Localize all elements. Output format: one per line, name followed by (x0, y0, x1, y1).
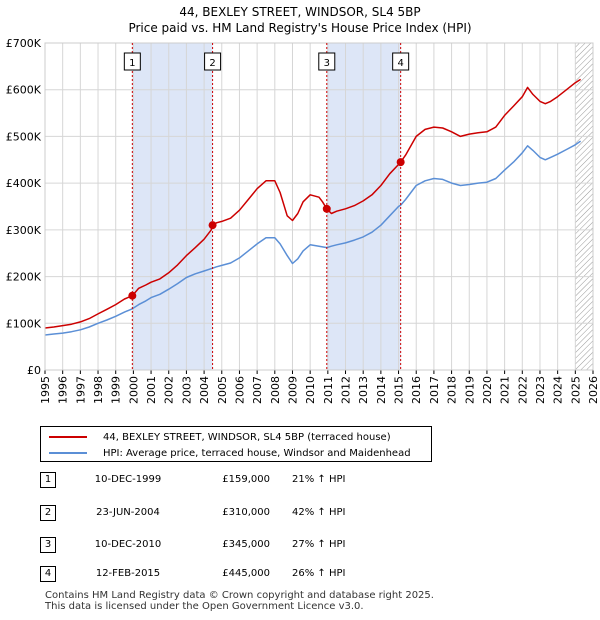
x-tick-label: 2004 (198, 376, 211, 404)
x-tick-label: 2005 (216, 376, 229, 404)
shaded-period (326, 43, 401, 370)
x-tick-label: 2025 (569, 376, 582, 404)
sale-row: 3 10-DEC-2010 £345,000 27% ↑ HPI (40, 537, 440, 555)
sale-hpi-change: 21% ↑ HPI (292, 474, 346, 485)
sale-marker-label: 3 (324, 58, 330, 69)
legend: 44, BEXLEY STREET, WINDSOR, SL4 5BP (ter… (40, 426, 432, 462)
x-tick-label: 2010 (304, 376, 317, 404)
x-tick-label: 2001 (145, 376, 158, 404)
sale-number-badge: 3 (40, 537, 56, 553)
x-tick-label: 2011 (322, 376, 335, 404)
price-chart: £0 £100K £200K £300K £400K £500K £600K £700K 199… (6, 37, 600, 404)
chart-title-line-2: Price paid vs. HM Land Registry's House … (128, 21, 472, 35)
sale-hpi-change: 42% ↑ HPI (292, 507, 346, 518)
y-tick-label: £700K (6, 37, 42, 50)
legend-label-property: 44, BEXLEY STREET, WINDSOR, SL4 5BP (ter… (103, 431, 391, 443)
hpi-line (44, 140, 582, 336)
x-tick-label: 1999 (110, 376, 123, 404)
footer-line-2: This data is licensed under the Open Gov… (45, 601, 364, 612)
x-tick-label: 2006 (233, 376, 246, 404)
sale-date: 10-DEC-2010 (94, 539, 162, 550)
x-tick-label: 2019 (463, 376, 476, 404)
x-tick-label: 2003 (180, 376, 193, 404)
x-tick-label: 2007 (251, 376, 264, 404)
chart-title-line-1: 44, BEXLEY STREET, WINDSOR, SL4 5BP (179, 5, 421, 19)
x-tick-label: 2024 (552, 376, 565, 404)
sale-date: 23-JUN-2004 (96, 507, 160, 518)
sale-marker-box (204, 52, 222, 71)
sale-point (208, 221, 217, 230)
x-tick-label: 2016 (410, 376, 423, 404)
hatched-region (575, 43, 593, 370)
sale-date: 12-FEB-2015 (95, 568, 161, 579)
x-tick-label: 2023 (534, 376, 547, 404)
x-tick-label: 2002 (163, 376, 176, 404)
x-tick-label: 1996 (57, 376, 70, 404)
sale-row: 1 10-DEC-1999 £159,000 21% ↑ HPI (40, 472, 440, 490)
x-tick-label: 2021 (499, 376, 512, 404)
legend-item-hpi: HPI: Average price, terraced house, Wind… (49, 445, 411, 461)
y-tick-label: £500K (6, 130, 42, 143)
sale-point (396, 158, 405, 167)
sale-marker-label: 4 (397, 58, 403, 69)
sale-price: £445,000 (222, 568, 270, 579)
sale-hpi-change: 26% ↑ HPI (292, 568, 346, 579)
x-tick-label: 2014 (375, 376, 388, 404)
x-tick-label: 2009 (286, 376, 299, 404)
x-tick-label: 1995 (39, 376, 52, 404)
sale-row: 4 12-FEB-2015 £445,000 26% ↑ HPI (40, 566, 440, 584)
legend-swatch-property (49, 436, 87, 438)
legend-item-property: 44, BEXLEY STREET, WINDSOR, SL4 5BP (ter… (49, 429, 391, 445)
x-tick-label: 2008 (269, 376, 282, 404)
chart-title: 44, BEXLEY STREET, WINDSOR, SL4 5BP Pric… (0, 4, 600, 36)
property-price-line (44, 78, 581, 329)
attribution-footer: Contains HM Land Registry data © Crown c… (45, 590, 434, 612)
x-tick-label: 2018 (446, 376, 459, 404)
x-tick-label: 2026 (587, 376, 600, 404)
x-tick-label: 2015 (393, 376, 406, 404)
y-tick-label: £100K (6, 317, 42, 330)
sale-marker-box (318, 52, 336, 71)
sale-point (128, 291, 137, 300)
x-tick-label: 1998 (92, 376, 105, 404)
sale-row: 2 23-JUN-2004 £310,000 42% ↑ HPI (40, 505, 440, 523)
x-tick-label: 2013 (357, 376, 370, 404)
sale-price: £345,000 (222, 539, 270, 550)
sale-marker-label: 2 (209, 58, 215, 69)
plot-frame (44, 42, 594, 371)
sale-number-badge: 4 (40, 566, 56, 582)
y-tick-label: £300K (6, 224, 42, 237)
y-tick-label: £600K (6, 84, 42, 97)
sale-price: £159,000 (222, 474, 270, 485)
sale-number-badge: 1 (40, 472, 56, 488)
x-tick-label: 1997 (74, 376, 87, 404)
y-tick-label: £400K (6, 177, 42, 190)
x-tick-label: 2020 (481, 376, 494, 404)
sale-marker-box (123, 52, 141, 71)
legend-swatch-hpi (49, 452, 87, 454)
x-tick-label: 2000 (127, 376, 140, 404)
y-tick-label: £200K (6, 271, 42, 284)
sale-marker-box (392, 52, 410, 71)
sale-number-badge: 2 (40, 505, 56, 521)
x-tick-label: 2012 (340, 376, 353, 404)
footer-line-1: Contains HM Land Registry data © Crown c… (45, 590, 434, 601)
sale-marker-label: 1 (129, 58, 135, 69)
x-tick-label: 2017 (428, 376, 441, 404)
sale-price: £310,000 (222, 507, 270, 518)
x-tick-label: 2022 (516, 376, 529, 404)
sale-date: 10-DEC-1999 (94, 474, 162, 485)
sale-hpi-change: 27% ↑ HPI (292, 539, 346, 550)
shaded-period (132, 43, 213, 370)
y-tick-label: £0 (27, 364, 41, 377)
sale-point (322, 204, 331, 213)
legend-label-hpi: HPI: Average price, terraced house, Wind… (103, 447, 411, 459)
